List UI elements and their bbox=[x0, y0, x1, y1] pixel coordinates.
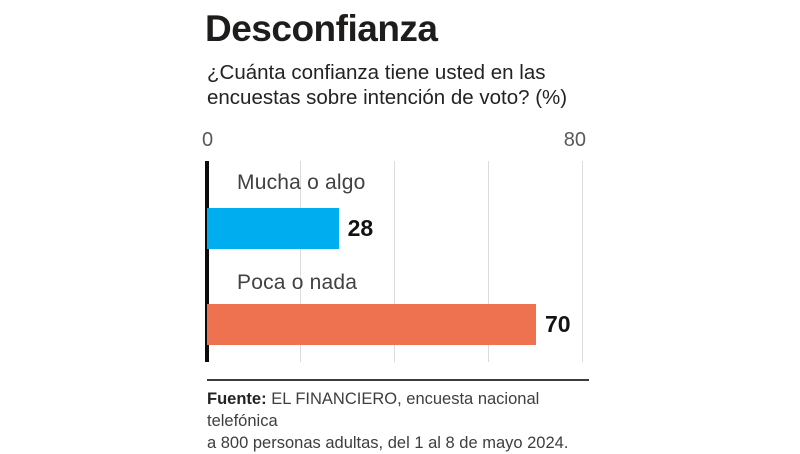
chart-subtitle-line-1: ¿Cuánta confianza tiene usted en las bbox=[207, 61, 546, 84]
plot-area: Mucha o algo 28 Poca o nada 70 bbox=[205, 161, 583, 362]
source-note: Fuente: EL FINANCIERO, encuesta nacional… bbox=[207, 388, 607, 454]
bar-poca-o-nada bbox=[207, 304, 536, 345]
bar-row: 28 bbox=[207, 208, 583, 249]
axis-tick-min: 0 bbox=[202, 129, 214, 151]
source-text-line-1: EL FINANCIERO, encuesta nacional telefón… bbox=[207, 390, 540, 430]
bar-label-mucha-o-algo: Mucha o algo bbox=[237, 171, 366, 194]
bar-label-poca-o-nada: Poca o nada bbox=[237, 271, 358, 294]
chart-title: Desconfianza bbox=[205, 8, 438, 49]
bar-value: 28 bbox=[347, 215, 374, 241]
gridline bbox=[394, 161, 395, 362]
source-label: Fuente: bbox=[207, 390, 267, 408]
chart-subtitle-line-2: encuestas sobre intención de voto? (%) bbox=[207, 85, 568, 109]
gridline bbox=[488, 161, 489, 362]
zero-axis-line bbox=[205, 161, 209, 362]
bar-mucha-o-algo bbox=[207, 208, 339, 249]
bar-row: 70 bbox=[207, 304, 583, 345]
source-text-line-2: a 800 personas adultas, del 1 al 8 de ma… bbox=[207, 434, 569, 452]
axis-tick-max: 80 bbox=[563, 129, 586, 151]
gridline bbox=[300, 161, 301, 362]
chart-subtitle: ¿Cuánta confianza tiene usted en las enc… bbox=[207, 61, 567, 110]
gridline bbox=[582, 161, 583, 362]
footer-divider bbox=[207, 379, 589, 381]
bar-value: 70 bbox=[545, 311, 571, 337]
